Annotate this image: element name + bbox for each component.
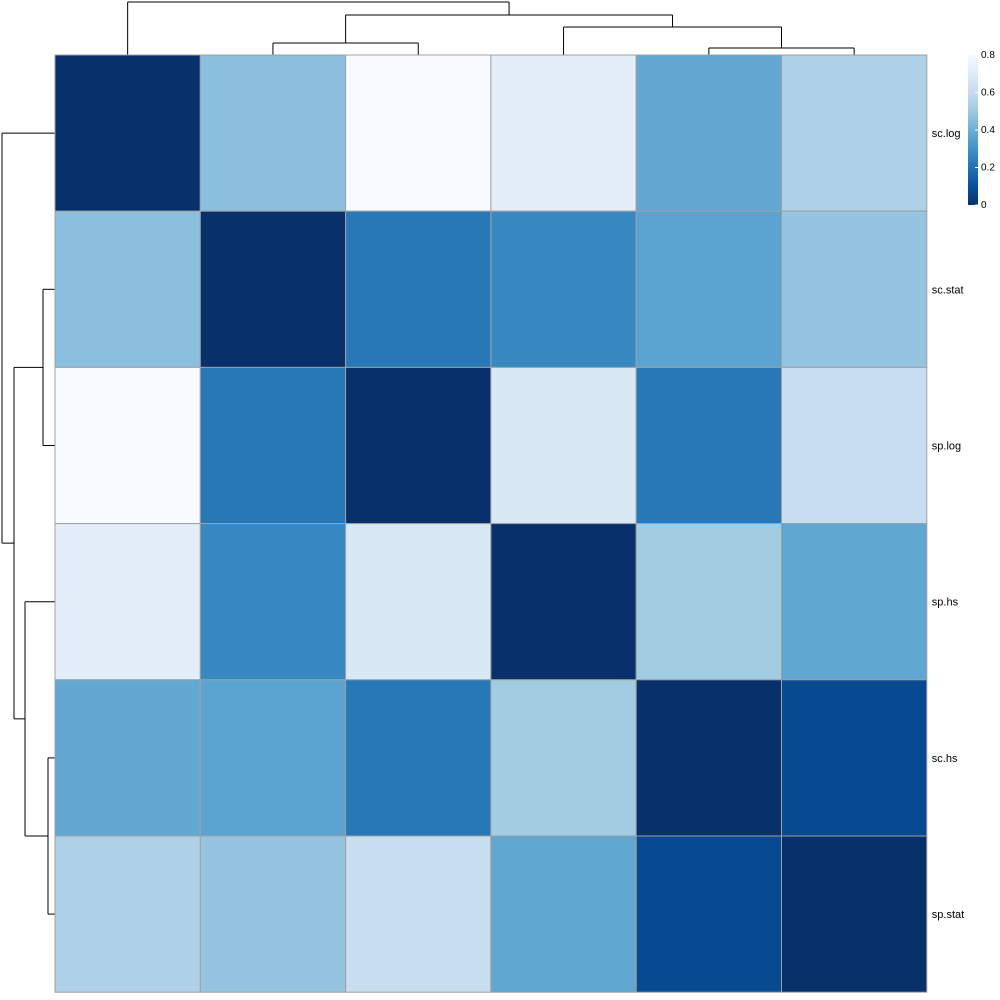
colorbar-tick-label: 0.8: [981, 50, 995, 61]
heatmap-cell: [635, 835, 783, 993]
row-label: sp.hs: [932, 597, 959, 609]
column-dendrogram: [127, 1, 855, 55]
row-label: sp.stat: [932, 909, 964, 921]
heatmap-cell: [199, 835, 347, 993]
heatmap-cell: [54, 679, 201, 837]
heatmap-cell: [781, 210, 928, 368]
row-label: sc.log: [932, 128, 961, 140]
row-label: sc.stat: [932, 284, 964, 296]
heatmap-cell: [490, 366, 637, 525]
heatmap-cells: [54, 54, 928, 993]
heatmap-cell: [781, 523, 928, 681]
heatmap-cell: [345, 679, 492, 837]
heatmap-cell: [490, 679, 637, 837]
heatmap-cell: [781, 366, 928, 525]
heatmap-cell: [490, 835, 637, 993]
row-dendrogram: [1, 132, 55, 915]
colorbar-tick-label: 0.4: [981, 125, 995, 136]
heatmap-cell: [490, 54, 637, 212]
heatmap-cell: [54, 366, 201, 525]
heatmap-cell: [199, 366, 347, 525]
heatmap-cell: [635, 523, 783, 681]
heatmap-cell: [199, 523, 347, 681]
heatmap-cell: [199, 54, 347, 212]
colorbar-tick-label: 0.2: [981, 163, 995, 174]
heatmap-cell: [345, 210, 492, 368]
heatmap-cell: [54, 523, 201, 681]
row-label: sp.log: [932, 441, 961, 453]
heatmap-cell: [345, 835, 492, 993]
heatmap-cell: [54, 210, 201, 368]
colorbar-tick-label: 0.6: [981, 88, 995, 99]
heatmap-cell: [781, 835, 928, 993]
row-label: sc.hs: [932, 753, 958, 765]
heatmap-cell: [781, 679, 928, 837]
heatmap-cell: [635, 54, 783, 212]
colorbar-legend: 0 0.2 0.4 0.6 0.8: [968, 50, 995, 211]
heatmap-cell: [490, 210, 637, 368]
heatmap-cell: [781, 54, 928, 212]
colorbar-gradient: [968, 55, 978, 205]
heatmap-cell: [199, 210, 347, 368]
row-labels: sc.log sc.stat sp.log sp.hs sc.hs sp.stat: [932, 128, 964, 921]
heatmap-cell: [54, 835, 201, 993]
heatmap-cell: [635, 679, 783, 837]
heatmap-cell: [54, 54, 201, 212]
heatmap-cell: [199, 679, 347, 837]
heatmap-cell: [345, 366, 492, 525]
heatmap-cell: [345, 523, 492, 681]
colorbar-tick-label: 0: [981, 200, 987, 211]
heatmap-cell: [635, 210, 783, 368]
heatmap-cell: [490, 523, 637, 681]
heatmap-cell: [635, 366, 783, 525]
heatmap-cell: [345, 54, 492, 212]
